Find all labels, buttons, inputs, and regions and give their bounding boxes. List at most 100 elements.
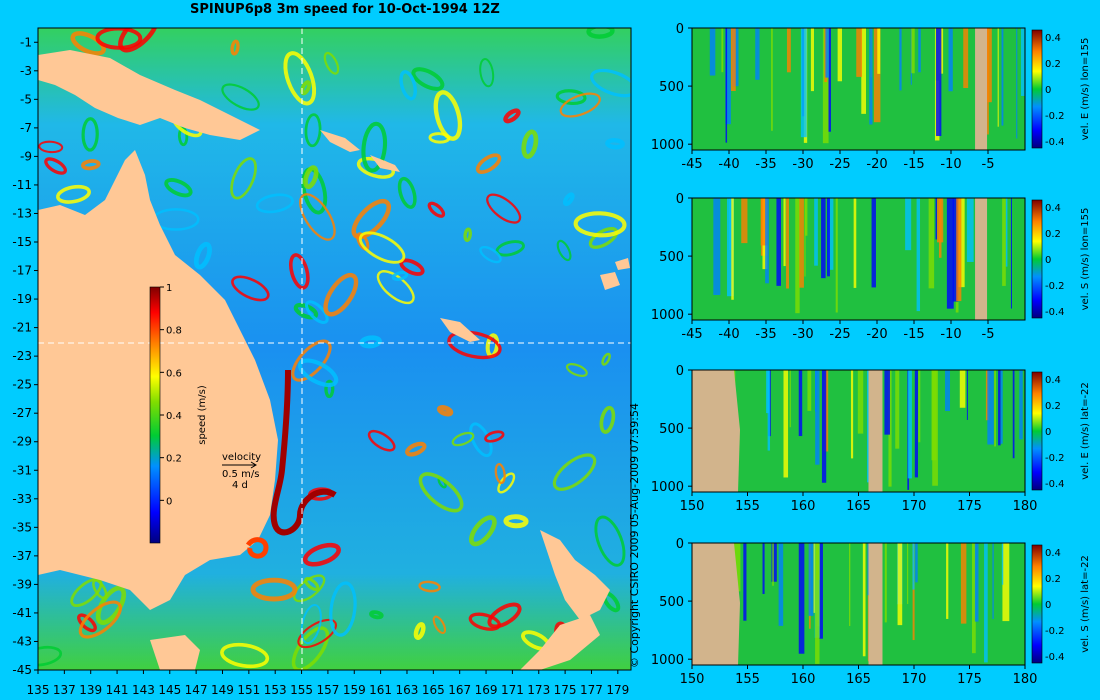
map-x-tick-label: 175 [554, 683, 577, 697]
section-y-tick-label: 0 [676, 537, 684, 552]
section-stripe [821, 198, 826, 279]
section-stripe [818, 543, 823, 639]
eddy-contour [221, 83, 260, 111]
eddy-contour [562, 192, 575, 207]
eddy-contour [475, 153, 502, 174]
section-stripe [992, 543, 994, 620]
section-x-tick-label: -15 [903, 157, 924, 172]
section-stripe [932, 370, 938, 486]
section-stripe [725, 28, 728, 143]
section-colorbar-tick-label: -0.2 [1045, 281, 1065, 292]
section-stripe [709, 28, 716, 76]
section-stripe [821, 370, 827, 483]
section-y-tick-label: 500 [659, 250, 684, 265]
eddy-contour [302, 542, 341, 567]
land-solomon-islands [320, 130, 400, 172]
section-stripe [827, 198, 834, 270]
section-stripe [907, 543, 909, 604]
map-x-tick-label: 149 [211, 683, 234, 697]
section-stripe [762, 543, 765, 595]
section-stripe [835, 198, 838, 313]
section-stripe [804, 198, 806, 277]
section-stripe [956, 198, 962, 302]
section-x-tick-label: 150 [680, 672, 705, 687]
map-x-tick-label: 145 [158, 683, 181, 697]
section-ylabel: vel. S (m/s) lon=155 [1080, 208, 1091, 311]
section-stripe [998, 370, 1001, 446]
eddy-contour [300, 603, 322, 645]
section-colorbar-tick-label: 0.4 [1045, 375, 1061, 386]
section-colorbar-tick-label: 0 [1045, 600, 1051, 611]
colorbar-label: speed (m/s) [197, 385, 208, 445]
eddy-contour [468, 612, 501, 631]
section-stripe [741, 198, 748, 244]
eddy-contour [427, 201, 446, 218]
section-stripe [727, 198, 734, 297]
section-x-tick-label: -25 [829, 157, 850, 172]
section-land [868, 370, 883, 492]
section-x-tick-label: 175 [957, 499, 982, 514]
eddy-contour [433, 90, 463, 141]
section-x-tick-label: 180 [1013, 499, 1038, 514]
map-y-tick-label: -21 [12, 321, 32, 335]
map-x-axis: 135 137 139 141 143 145 147 149 151 153 155 157 159 1… [27, 670, 629, 697]
section-x-tick-label: 165 [846, 672, 871, 687]
map-x-tick-label: 161 [369, 683, 392, 697]
section-x-tick-label: -5 [982, 327, 995, 342]
section-stripe [928, 198, 935, 289]
section-stripe [994, 370, 996, 447]
section-stripe [960, 543, 967, 624]
section-ylabel: vel. S (m/s) lat=-22 [1080, 555, 1091, 653]
section-stripe [948, 28, 953, 92]
map-x-tick-label: 153 [264, 683, 287, 697]
eddy-contour [397, 176, 417, 209]
section-stripe [810, 28, 814, 92]
map-x-tick-label: 141 [106, 683, 129, 697]
section-x-tick-label: -10 [940, 157, 961, 172]
eddy-contour [304, 300, 329, 325]
section-stripe [912, 543, 915, 641]
map-x-tick-label: 167 [448, 683, 471, 697]
map-x-tick-label: 163 [396, 683, 419, 697]
section-stripe [825, 28, 830, 78]
eddy-contour [497, 472, 516, 494]
map-y-tick-label: -43 [12, 634, 32, 648]
section-colorbar [1031, 29, 1043, 149]
section-colorbar-tick-label: 0.2 [1045, 59, 1061, 70]
map-y-tick-label: -39 [12, 577, 32, 591]
eddy-contour [297, 358, 339, 388]
section-x-tick-label: -10 [940, 327, 961, 342]
section-stripe [971, 543, 976, 654]
section-stripe [1020, 28, 1026, 96]
map-y-tick-label: -27 [12, 406, 32, 420]
section-x-tick-label: -40 [718, 157, 739, 172]
eddy-contour [230, 157, 257, 200]
section-stripe [987, 370, 994, 445]
eddy-contour [521, 129, 539, 159]
section-stripe [873, 28, 881, 123]
section-stripe [911, 28, 915, 74]
section-panel-1: -45 -40 -35 -30 -25 -20 -15 -10 -5 0 500 1000 0.4 0.2… [651, 22, 1091, 172]
section-field [692, 543, 1025, 665]
section-stripe [1001, 28, 1004, 126]
speed-colorbar-ticks: 1 0.8 0.6 0.4 0.2 0 [160, 283, 182, 507]
section-x-tick-label: 175 [957, 672, 982, 687]
section-x-tick-label: 150 [680, 499, 705, 514]
map-y-tick-label: -11 [12, 178, 32, 192]
east-australian-current [270, 369, 337, 536]
section-stripe [786, 198, 789, 289]
eddy-contour [164, 177, 193, 198]
eddy-contour [573, 211, 627, 238]
section-stripe [959, 370, 966, 408]
eddy-contour [432, 615, 447, 634]
eddy-contour [250, 577, 298, 602]
section-colorbar-tick-label: 0.4 [1045, 33, 1061, 44]
section-x-tick-label: 170 [902, 672, 927, 687]
section-stripe [856, 28, 863, 77]
section-panel-2: -45 -40 -35 -30 -25 -20 -15 -10 -5 0 500 1000 0.4 0.2… [651, 192, 1091, 342]
eddy-contour [486, 193, 522, 224]
velocity-key-label: velocity [222, 452, 261, 463]
section-stripe [814, 198, 818, 266]
section-stripe [938, 198, 942, 258]
section-stripe [884, 543, 887, 623]
